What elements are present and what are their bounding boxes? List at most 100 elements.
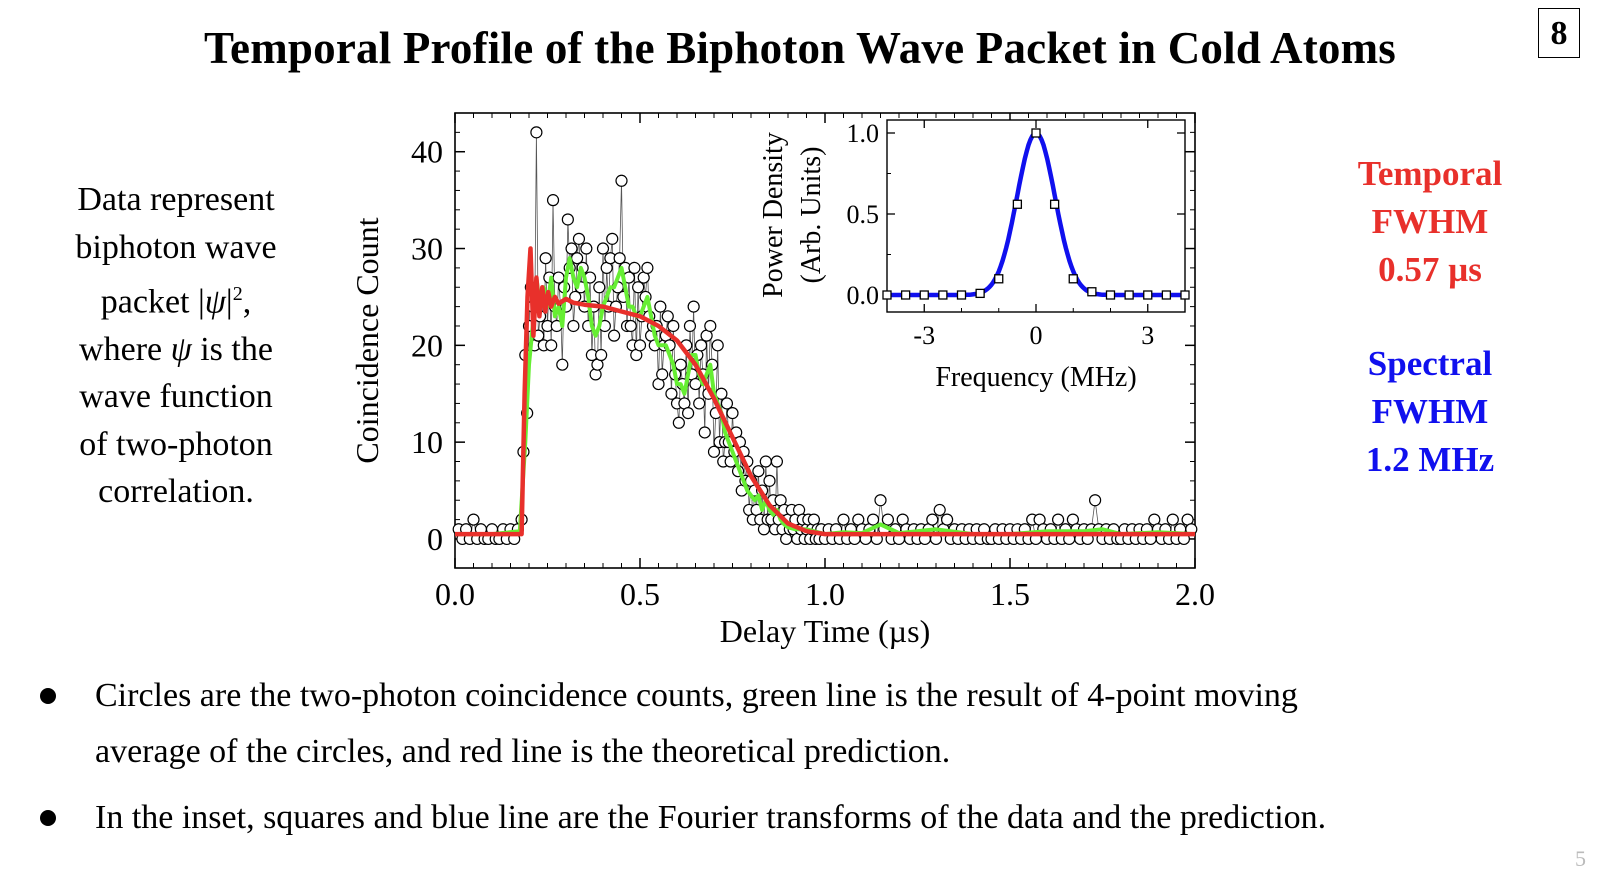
data-circle xyxy=(759,455,772,468)
data-circle xyxy=(711,339,724,352)
data-circle xyxy=(933,503,946,517)
x-tick-label: 0.5 xyxy=(620,576,660,612)
moving-average-line xyxy=(455,256,1196,537)
y-tick-label: 20 xyxy=(411,327,443,363)
data-circle xyxy=(615,174,628,187)
slide-title: Temporal Profile of the Biphoton Wave Pa… xyxy=(203,23,1397,73)
inset-data-square xyxy=(1143,290,1153,300)
inset-y-tick-label: 0.5 xyxy=(847,200,880,229)
data-circle xyxy=(1088,494,1102,507)
temporal-line: 0.57 µs xyxy=(1378,250,1482,289)
data-circle xyxy=(632,281,645,294)
data-circle xyxy=(837,513,850,526)
bullet-item: Circles are the two-photon coincidence c… xyxy=(40,668,1580,780)
data-circle xyxy=(726,407,739,420)
inset-data-square xyxy=(1087,287,1097,297)
y-tick-label: 0 xyxy=(427,521,443,557)
data-circle xyxy=(607,329,621,342)
data-circle xyxy=(694,339,708,352)
bullet-line: In the inset, squares and blue line are … xyxy=(95,799,1327,836)
inset-data-square xyxy=(956,290,967,300)
data-circle xyxy=(704,319,717,333)
superscript-two: 2 xyxy=(232,283,243,305)
description-line: wave function xyxy=(79,378,273,416)
bullet-dot-icon xyxy=(40,688,56,704)
inset-data-square xyxy=(1068,274,1078,284)
data-circle xyxy=(546,194,560,207)
spectral-line: Spectral xyxy=(1367,344,1493,383)
temporal-line: Temporal xyxy=(1357,154,1503,193)
data-circle xyxy=(641,261,654,274)
data-circle xyxy=(606,232,619,245)
x-tick-label: 0.0 xyxy=(435,576,475,612)
bullet-dot-icon xyxy=(40,810,56,826)
x-tick-label: 1.0 xyxy=(805,576,845,612)
y-tick-label: 40 xyxy=(411,134,443,170)
data-circle xyxy=(683,319,697,333)
psi-symbol: ψ xyxy=(170,330,192,368)
inset-data-square xyxy=(1180,290,1190,300)
inset-x-tick-label: 3 xyxy=(1141,321,1154,350)
data-circle xyxy=(589,368,602,381)
spectral-fwhm-label: Spectral FWHM 1.2 MHz xyxy=(1300,340,1560,484)
page-mark: 5 xyxy=(1575,846,1586,871)
data-circle xyxy=(580,242,593,255)
inset-data-square xyxy=(1105,290,1116,300)
description-text: where xyxy=(79,330,171,368)
theory-line xyxy=(455,246,1195,537)
x-axis-label: Delay Time (µs) xyxy=(720,613,930,649)
data-circle xyxy=(752,465,765,478)
inset-y-axis-label: Power Density xyxy=(758,132,789,298)
inset-data-square xyxy=(994,274,1004,284)
description-text: packet | xyxy=(100,283,205,321)
inset-data-square xyxy=(1124,290,1134,300)
description-line: packet |ψ|2, xyxy=(40,271,312,326)
left-description: Data represent biphoton wave packet |ψ|2… xyxy=(40,176,312,516)
data-circle xyxy=(467,513,480,526)
inset-y-tick-label: 1.0 xyxy=(847,119,880,148)
inset-x-axis-label: Frequency (MHz) xyxy=(935,362,1136,393)
x-tick-label: 2.0 xyxy=(1175,576,1215,612)
data-circle xyxy=(687,300,700,313)
data-circle xyxy=(940,513,954,526)
description-text: , xyxy=(242,283,252,321)
inset-data-square xyxy=(900,290,911,300)
data-circle xyxy=(596,242,610,255)
data-circle xyxy=(556,358,569,371)
bullet-line: average of the circles, and red line is … xyxy=(95,733,951,770)
description-text: | xyxy=(225,283,233,321)
data-circle xyxy=(665,387,678,400)
data-circle xyxy=(698,426,711,439)
data-circle xyxy=(672,416,685,429)
data-circle xyxy=(654,300,667,313)
data-circle xyxy=(926,513,939,526)
data-circle xyxy=(633,339,647,352)
data-circle xyxy=(530,126,543,139)
data-circle xyxy=(567,319,580,333)
inset-data-square xyxy=(919,290,929,300)
inset-data-square xyxy=(975,288,985,299)
data-circle xyxy=(561,213,574,226)
x-tick-label: 1.5 xyxy=(990,576,1030,612)
data-circle xyxy=(763,474,776,487)
temporal-line: FWHM xyxy=(1371,202,1489,241)
data-circle xyxy=(661,310,674,323)
data-circle xyxy=(707,445,721,458)
data-circle xyxy=(628,261,641,274)
description-text: is the xyxy=(191,330,273,368)
inset-y-axis-label: (Arb. Units) xyxy=(796,147,827,284)
description-line: of two-photon xyxy=(79,425,273,463)
inset-x-tick-label: 0 xyxy=(1030,321,1043,350)
inset-frame xyxy=(886,119,1186,313)
bullet-item: In the inset, squares and blue line are … xyxy=(40,790,1580,846)
description-line: where ψ is the xyxy=(40,326,312,374)
temporal-fwhm-label: Temporal FWHM 0.57 µs xyxy=(1300,150,1560,294)
inset-y-tick-label: 0.0 xyxy=(847,281,880,310)
inset-data-square xyxy=(1031,128,1041,138)
inset-data-square xyxy=(1161,290,1172,300)
data-circle xyxy=(613,252,626,265)
bullet-list: Circles are the two-photon coincidence c… xyxy=(40,668,1580,856)
